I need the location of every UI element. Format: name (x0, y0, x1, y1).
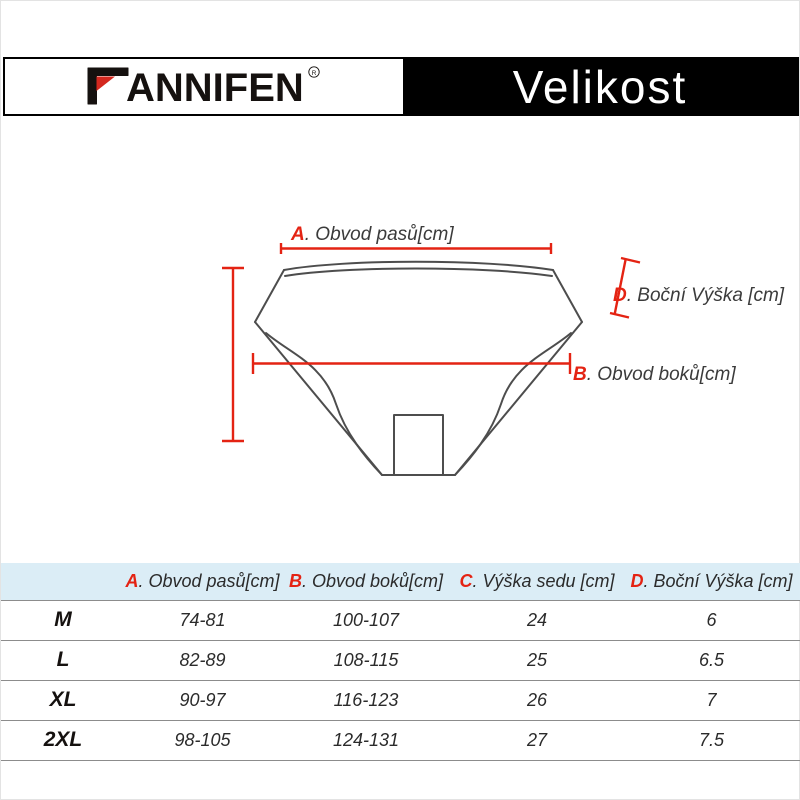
svg-text:R: R (312, 69, 317, 76)
svg-text:B. Obvod boků[cm]: B. Obvod boků[cm] (573, 364, 736, 385)
svg-text:A. Obvod pasů[cm]: A. Obvod pasů[cm] (290, 224, 454, 245)
svg-text:ANNIFEN: ANNIFEN (126, 67, 304, 107)
svg-text:D. Boční Výška [cm]: D. Boční Výška [cm] (613, 285, 785, 306)
